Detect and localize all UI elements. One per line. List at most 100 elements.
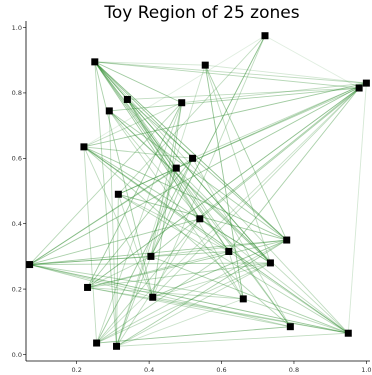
edge (152, 35, 266, 298)
zone-node (26, 261, 34, 269)
edge (96, 158, 193, 344)
edge (175, 167, 271, 264)
edge (87, 287, 291, 328)
edge (199, 82, 367, 220)
y-axis-ticks: 0.0 0.2 0.4 0.6 0.8 1.0 (12, 24, 26, 359)
edge (96, 102, 183, 344)
edge (94, 61, 177, 169)
edge (127, 99, 271, 264)
edge (96, 326, 291, 344)
zone-node (261, 32, 269, 40)
zone-node (84, 283, 92, 291)
edge (127, 99, 244, 300)
y-tick-label: 0.0 (12, 351, 22, 359)
edge (192, 158, 291, 327)
edge (118, 167, 177, 195)
zone-node (114, 190, 122, 198)
edge (264, 35, 360, 89)
edge (87, 87, 360, 288)
edge (87, 239, 287, 288)
zone-node (113, 342, 121, 350)
edge (83, 146, 287, 241)
zone-node (91, 58, 99, 66)
zone-node (266, 259, 274, 267)
edge (29, 167, 177, 265)
edge (109, 87, 360, 112)
edge (152, 102, 183, 298)
edge (83, 102, 182, 148)
edge (108, 110, 244, 300)
edge (116, 167, 177, 347)
edge (94, 61, 206, 66)
zone-node (283, 236, 291, 244)
edge (127, 99, 201, 220)
edge (87, 251, 229, 288)
edge (29, 102, 183, 265)
edge (94, 61, 288, 241)
edge (94, 61, 271, 264)
nodes (26, 32, 370, 350)
edge (96, 251, 230, 344)
x-tick-label: 0.6 (216, 366, 226, 374)
zone-node (286, 323, 294, 331)
edge (94, 61, 193, 159)
edge (96, 262, 271, 344)
edge (116, 262, 271, 347)
zone-node (362, 79, 370, 87)
edge (83, 146, 193, 159)
zone-node (239, 295, 247, 303)
y-tick-label: 0.4 (12, 220, 22, 228)
edge (204, 65, 244, 299)
edge (150, 158, 193, 257)
axes (25, 21, 370, 362)
edge (199, 218, 349, 334)
y-tick-label: 0.2 (12, 285, 22, 293)
edge (83, 146, 98, 344)
y-tick-label: 0.8 (12, 89, 22, 97)
edge (192, 82, 367, 159)
zone-node (93, 339, 101, 347)
edge (83, 35, 266, 148)
edge (108, 110, 271, 264)
edge (96, 87, 360, 344)
edge (29, 255, 151, 266)
edge (116, 218, 201, 347)
edge (94, 61, 117, 347)
edge (96, 218, 201, 344)
edge (116, 64, 206, 347)
edge (347, 83, 367, 334)
zone-node (344, 329, 352, 337)
chart-title: Toy Region of 25 zones (103, 3, 299, 23)
edge (109, 110, 287, 241)
x-tick-label: 0.2 (72, 366, 82, 374)
edge (87, 286, 349, 334)
edge (29, 264, 153, 298)
edge (94, 61, 128, 100)
y-tick-label: 1.0 (12, 24, 22, 32)
edge (87, 158, 193, 288)
edge (118, 35, 266, 195)
edge (127, 99, 288, 241)
edge (108, 110, 201, 220)
edge (29, 82, 367, 265)
edge (29, 251, 229, 266)
x-tick-label: 0.8 (289, 366, 299, 374)
edge (29, 264, 244, 300)
edge (83, 146, 349, 334)
x-tick-label: 0.4 (144, 366, 154, 374)
edge (118, 82, 367, 195)
edge (96, 326, 291, 344)
edges (29, 35, 367, 347)
zone-node (123, 95, 131, 103)
edge (228, 87, 360, 252)
edge (94, 61, 230, 252)
edge (152, 239, 287, 298)
zone-node (196, 215, 204, 223)
edge (181, 82, 367, 104)
zone-node (225, 247, 233, 255)
edge (127, 87, 360, 100)
edge (228, 251, 349, 334)
edge (96, 239, 287, 344)
edge (87, 286, 244, 300)
